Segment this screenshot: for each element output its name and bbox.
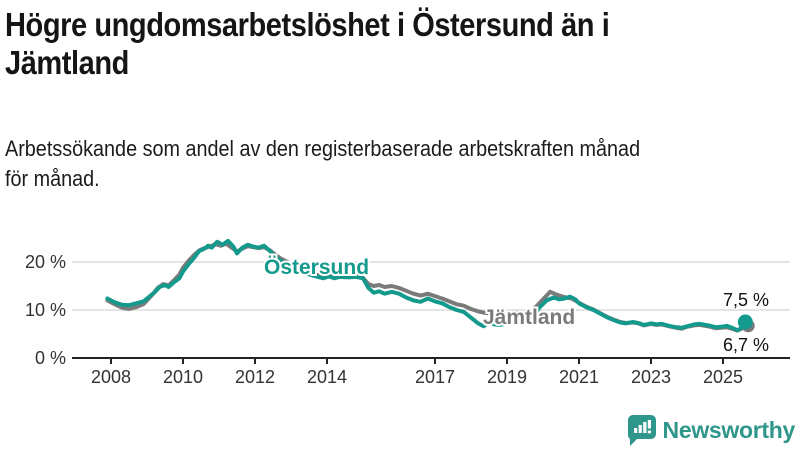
series-line-0 <box>105 241 751 333</box>
chart-subtitle: Arbetssökande som andel av den registerb… <box>5 134 797 194</box>
x-tick-label-2010: 2010 <box>163 367 203 387</box>
chart-subtitle-line-2: för månad. <box>5 166 100 191</box>
x-tick-label-2021: 2021 <box>559 367 599 387</box>
newsworthy-logo[interactable]: Newsworthy <box>627 415 796 446</box>
series-end-value-1: 7,5 % <box>723 290 769 310</box>
series-end-value-0: 6,7 % <box>723 335 769 355</box>
series-end-dot-1 <box>737 314 753 330</box>
x-tick-label-2019: 2019 <box>487 367 527 387</box>
unemployment-line-chart: 0 % 10 % 20 % 2008 2010 2012 2014 2017 2019 2021 2… <box>25 238 790 387</box>
page-title: Högre ungdomsarbetslöshet i Östersund än… <box>5 6 762 82</box>
x-tick-label-2017: 2017 <box>415 367 455 387</box>
page-title-line-1: Högre ungdomsarbetslöshet i Östersund än… <box>5 6 610 43</box>
page-title-line-2: Jämtland <box>5 44 129 81</box>
x-tick-label-2025: 2025 <box>703 367 743 387</box>
x-tick-label-2008: 2008 <box>91 367 131 387</box>
y-tick-label-10: 10 % <box>25 300 66 320</box>
x-tick-label-2014: 2014 <box>307 367 347 387</box>
series-line-1 <box>105 238 748 333</box>
bar-chart-speech-bubble-icon <box>627 415 656 446</box>
series-label-1: Östersund <box>264 256 369 279</box>
series-label-0: Jämtland <box>483 306 575 329</box>
chart-subtitle-line-1: Arbetssökande som andel av den registerb… <box>5 136 641 161</box>
newsworthy-brand-text: Newsworthy <box>662 417 796 443</box>
y-tick-label-0: 0 % <box>35 348 66 368</box>
x-tick-label-2012: 2012 <box>235 367 275 387</box>
y-tick-label-20: 20 % <box>25 252 66 272</box>
x-tick-label-2023: 2023 <box>631 367 671 387</box>
